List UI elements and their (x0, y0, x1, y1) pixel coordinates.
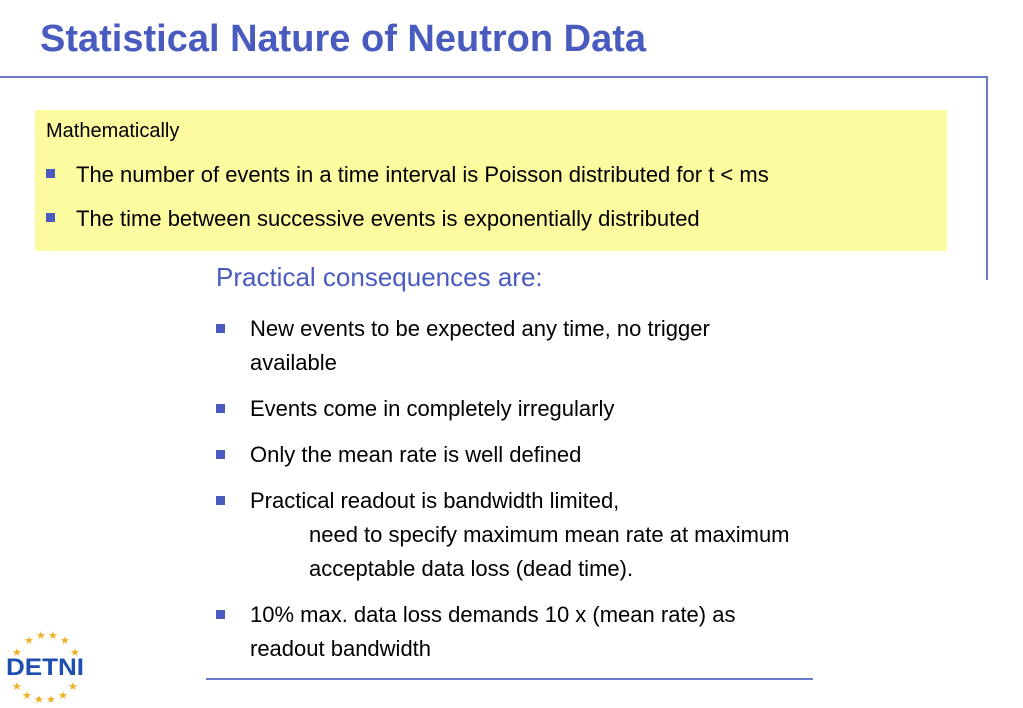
bullet-square-icon (46, 212, 55, 222)
item-line: readout bandwidth (250, 636, 432, 661)
svg-text:★: ★ (24, 634, 34, 647)
svg-text:★: ★ (60, 634, 70, 647)
svg-text:★: ★ (22, 689, 32, 702)
slide-title: Statistical Nature of Neutron Data (40, 18, 646, 60)
subheading: Practical consequences are: (216, 262, 543, 292)
detni-logo: ★ ★ ★ ★ ★ ★ ★ ★ ★ ★ ★ ★ DETNI (6, 629, 84, 704)
list-item: Events come in completely irregularly (216, 392, 896, 426)
eu-stars-logo-icon: ★ ★ ★ ★ ★ ★ ★ ★ ★ ★ ★ ★ (12, 629, 80, 704)
top-rule (0, 76, 988, 78)
list-item: 10% max. data loss demands 10 x (mean ra… (216, 598, 896, 666)
svg-text:★: ★ (12, 646, 22, 659)
svg-text:★: ★ (36, 629, 46, 642)
item-line: Practical readout is bandwidth limited, (250, 488, 620, 513)
box-heading: Mathematically (46, 120, 180, 142)
list-item: New events to be expected any time, no t… (216, 312, 896, 380)
svg-text:★: ★ (34, 693, 44, 704)
bullet-square-icon (216, 404, 225, 413)
bullet-square-icon (216, 496, 225, 505)
box-bullet-1: The number of events in a time interval … (46, 162, 769, 188)
bullet-square-icon (216, 324, 225, 333)
item-line: Events come in completely irregularly (250, 396, 615, 421)
box-bullet-2: The time between successive events is ex… (46, 206, 700, 232)
right-rule (986, 76, 988, 280)
svg-text:★: ★ (68, 680, 78, 693)
box-bullet-text: The time between successive events is ex… (76, 206, 700, 231)
bottom-rule (206, 678, 813, 680)
bullet-square-icon (216, 450, 225, 459)
box-bullet-text: The number of events in a time interval … (76, 162, 769, 187)
item-line: 10% max. data loss demands 10 x (mean ra… (250, 602, 736, 627)
item-line-indented: need to specify maximum mean rate at max… (309, 522, 790, 547)
list-item: Only the mean rate is well defined (216, 438, 896, 472)
consequence-list: New events to be expected any time, no t… (216, 312, 896, 678)
item-line-indented: acceptable data loss (dead time). (309, 556, 634, 581)
svg-text:★: ★ (48, 629, 58, 642)
svg-text:★: ★ (12, 680, 22, 693)
svg-text:★: ★ (70, 646, 80, 659)
bullet-square-icon (216, 610, 225, 619)
logo-text: DETNI (6, 654, 84, 681)
svg-text:★: ★ (46, 693, 56, 704)
bullet-square-icon (46, 168, 55, 178)
list-item: Practical readout is bandwidth limited, … (216, 484, 896, 586)
svg-text:★: ★ (58, 689, 68, 702)
item-line: New events to be expected any time, no t… (250, 316, 710, 341)
highlight-box (35, 110, 947, 251)
item-line: Only the mean rate is well defined (250, 442, 582, 467)
item-line: available (250, 350, 337, 375)
